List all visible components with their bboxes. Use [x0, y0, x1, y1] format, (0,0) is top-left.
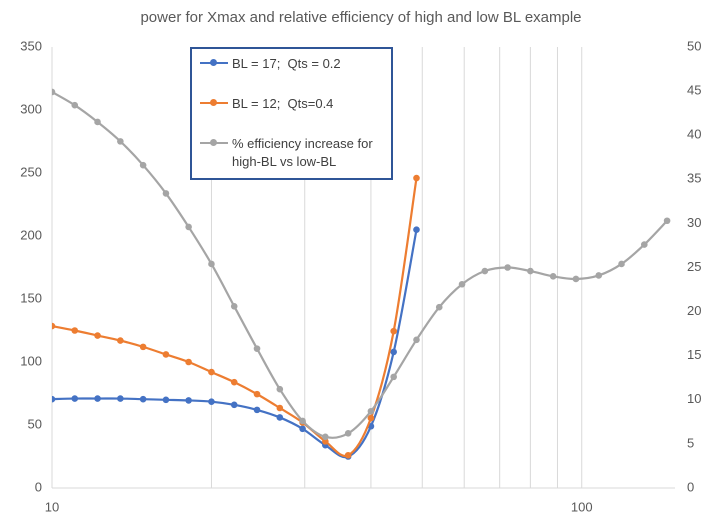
chart-title: power for Xmax and relative efficiency o…: [140, 9, 581, 26]
y-tick-label: 100: [20, 353, 42, 368]
data-point: [390, 327, 397, 335]
data-point: [413, 226, 420, 233]
data-point: [549, 273, 557, 280]
series-line: [52, 229, 418, 459]
data-point: [208, 260, 215, 268]
data-point: [276, 385, 284, 393]
data-point: [413, 174, 420, 182]
y2-tick-label: 0: [687, 479, 694, 494]
y2-tick-label: 35: [687, 171, 701, 186]
data-point: [253, 345, 261, 352]
y-tick-label: 0: [35, 479, 42, 494]
data-point: [458, 280, 466, 288]
y2-tick-label: 20: [687, 303, 701, 318]
legend-label: BL = 12; Qts=0.4: [232, 96, 334, 111]
data-point: [413, 336, 420, 344]
data-point: [94, 118, 101, 126]
data-point: [253, 390, 261, 398]
y-tick-label: 200: [20, 227, 42, 242]
data-point: [117, 337, 124, 344]
y-tick-label: 150: [20, 290, 42, 305]
data-point: [185, 397, 192, 404]
data-point: [595, 272, 603, 279]
data-point: [344, 430, 352, 437]
data-point: [618, 260, 625, 268]
data-point: [322, 433, 329, 441]
data-point: [230, 303, 238, 310]
data-point: [208, 368, 215, 376]
series-line: [52, 177, 418, 458]
plot: [52, 88, 671, 460]
data-point: [435, 303, 443, 311]
data-point: [162, 351, 170, 358]
legend-swatch: [200, 55, 228, 71]
data-point: [663, 217, 671, 225]
y2-tick-label: 45: [687, 83, 701, 98]
data-point: [71, 101, 79, 109]
x-tick-label: 100: [571, 499, 593, 514]
data-point: [230, 378, 238, 386]
data-point: [52, 395, 56, 403]
data-point: [481, 267, 489, 275]
data-point: [139, 343, 147, 351]
series-line: [52, 91, 668, 439]
data-point: [94, 395, 101, 402]
data-point: [71, 327, 79, 334]
data-point: [276, 414, 284, 421]
y-tick-label: 250: [20, 164, 42, 179]
x-tick-label: 10: [45, 499, 59, 514]
data-point: [390, 373, 397, 381]
data-point: [367, 407, 375, 415]
legend-item: BL = 17; Qts = 0.2: [200, 55, 385, 73]
legend: BL = 17; Qts = 0.2 BL = 12; Qts=0.4 % effi…: [190, 47, 393, 180]
data-point: [117, 138, 124, 145]
y2-tick-label: 15: [687, 347, 701, 362]
data-point: [299, 417, 306, 425]
data-point: [504, 264, 511, 271]
legend-swatch: [200, 135, 228, 151]
legend-swatch: [200, 95, 228, 111]
data-point: [527, 267, 534, 275]
y-tick-label: 350: [20, 38, 42, 53]
data-point: [185, 358, 192, 366]
legend-item: BL = 12; Qts=0.4: [200, 95, 385, 113]
legend-label: % efficiency increase for high-BL vs low…: [232, 136, 377, 169]
y2-tick-label: 5: [687, 435, 694, 450]
data-point: [162, 396, 170, 404]
data-point: [117, 395, 124, 402]
data-point: [253, 406, 261, 414]
legend-label: BL = 17; Qts = 0.2: [232, 56, 341, 71]
y2-tick-label: 40: [687, 127, 701, 142]
data-point: [640, 241, 648, 248]
data-point: [139, 395, 147, 403]
data-point: [276, 404, 284, 412]
legend-item: % efficiency increase for high-BL vs low…: [200, 135, 385, 171]
data-point: [367, 414, 375, 422]
data-point: [572, 275, 580, 283]
data-point: [230, 401, 238, 409]
data-point: [185, 223, 192, 231]
data-point: [94, 332, 101, 339]
data-point: [162, 190, 170, 197]
data-point: [299, 425, 306, 433]
y2-tick-label: 30: [687, 215, 701, 230]
data-point: [71, 395, 79, 402]
data-point: [52, 322, 56, 330]
data-point: [322, 438, 329, 445]
data-point: [390, 348, 397, 356]
y-tick-label: 300: [20, 101, 42, 116]
y-tick-label: 50: [28, 416, 42, 431]
y2-tick-label: 10: [687, 391, 701, 406]
data-point: [344, 451, 352, 459]
data-point: [139, 161, 147, 169]
y2-tick-label: 25: [687, 259, 701, 274]
y2-tick-label: 50: [687, 38, 701, 53]
data-point: [208, 398, 215, 405]
data-point: [52, 88, 56, 96]
